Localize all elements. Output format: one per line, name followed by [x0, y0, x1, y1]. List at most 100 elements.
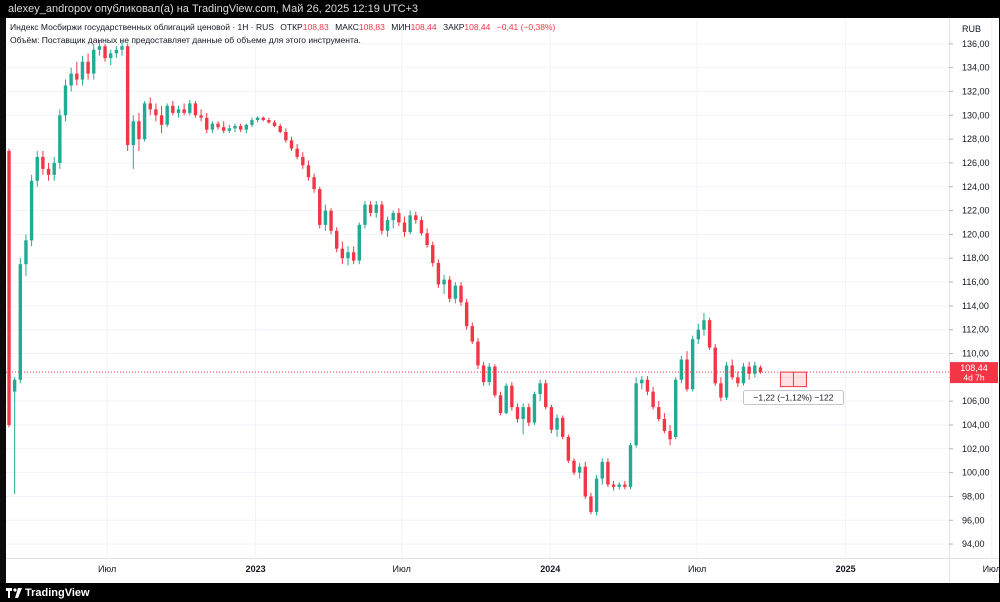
candle	[572, 458, 576, 476]
chart-frame[interactable]: −1,22 (−1,12%) −122 94,00 96,00 98,00 100,0…	[6, 18, 999, 583]
candle-body	[114, 49, 119, 54]
time-axis[interactable]: Июл2023Июл2024Июл2025Июл2026Июл	[6, 558, 999, 575]
candle-body	[442, 279, 446, 285]
candle	[92, 43, 96, 80]
candle	[323, 204, 328, 231]
candle-body	[312, 177, 316, 190]
last-price-label: 108,44	[960, 363, 988, 373]
candle	[719, 377, 723, 402]
candle-body	[306, 165, 311, 178]
candle-body	[137, 121, 141, 140]
candle-body	[41, 156, 45, 169]
candle	[707, 317, 712, 350]
candle	[97, 40, 102, 56]
candle-body	[295, 148, 299, 157]
candle	[80, 55, 85, 86]
candle	[544, 379, 548, 410]
time-tick-label: 2024	[540, 564, 560, 574]
tradingview-logo[interactable]: TradingView	[6, 586, 90, 599]
price-tick-label: 114,00	[962, 301, 989, 311]
candle	[35, 151, 39, 187]
candle-body	[640, 379, 644, 384]
candle	[284, 128, 288, 143]
measure-label-box	[743, 390, 844, 406]
candle-body	[600, 461, 604, 479]
candle-body	[205, 117, 209, 130]
candle-body	[210, 123, 215, 130]
volume-note: Объём: Поставщик данных не предоставляет…	[10, 35, 361, 45]
candle-body	[397, 212, 401, 223]
candle-body	[504, 385, 508, 414]
price-tick-label: 126,00	[962, 158, 990, 168]
candle-body	[216, 123, 220, 128]
candle	[402, 216, 407, 237]
candle	[657, 401, 661, 422]
candle	[538, 379, 542, 402]
price-tick-label: 116,00	[962, 277, 989, 287]
candle	[555, 414, 559, 437]
candle-body	[436, 262, 441, 285]
price-chart[interactable]: −1,22 (−1,12%) −122 94,00 96,00 98,00 100,0…	[6, 18, 999, 583]
candle	[589, 492, 593, 515]
legend-high-value: 108,83	[359, 22, 385, 32]
candle	[431, 241, 435, 267]
candle-body	[713, 347, 717, 384]
candle-body	[459, 285, 463, 303]
candle-body	[510, 385, 514, 408]
candle-body	[120, 46, 124, 50]
candle-body	[238, 126, 243, 130]
candle	[753, 361, 757, 378]
candle-body	[611, 484, 616, 487]
candle	[261, 116, 265, 122]
candle	[114, 46, 119, 59]
price-tick-label: 118,00	[962, 253, 989, 263]
candle-body	[193, 103, 198, 116]
candle	[137, 112, 141, 152]
candle-body	[617, 484, 621, 487]
price-axis[interactable]: 94,00 96,00 98,00 100,00 102,00 104,00 106,00 1…	[949, 18, 998, 583]
candle	[594, 475, 599, 516]
candle	[125, 43, 130, 152]
candle-body	[357, 224, 361, 261]
candle-body	[730, 365, 734, 378]
candle	[623, 480, 627, 490]
candle-body	[103, 46, 107, 59]
candle-body	[176, 109, 181, 113]
candle	[493, 364, 497, 398]
candle	[312, 173, 316, 193]
time-tick-label: Июл	[688, 564, 706, 574]
candle	[222, 121, 226, 134]
candle	[628, 442, 633, 490]
candle-body	[544, 383, 548, 408]
candle	[442, 274, 446, 294]
candle-body	[408, 215, 412, 233]
legend-close-value: 108,44	[464, 22, 490, 32]
price-tick-label: 134,00	[962, 63, 990, 73]
price-tick-label: 122,00	[962, 206, 990, 216]
candle-body	[549, 407, 554, 430]
candle-body	[453, 285, 458, 299]
price-tick-label: 112,00	[962, 325, 989, 335]
price-tick-label: 136,00	[962, 39, 990, 49]
candle	[668, 424, 672, 446]
candle-body	[199, 115, 203, 118]
candle-body	[363, 204, 367, 225]
candle	[159, 105, 164, 134]
candle	[464, 298, 469, 330]
legend: Индекс Мосбиржи государственных облигаци…	[10, 22, 556, 45]
candle-body	[182, 109, 186, 113]
candle	[29, 174, 34, 247]
candle-body	[532, 394, 537, 423]
candle	[515, 403, 520, 423]
grid-lines	[6, 18, 993, 558]
candle-body	[18, 264, 22, 380]
candle	[205, 112, 209, 134]
price-tick-label: 98,00	[962, 491, 985, 501]
overlays: −1,22 (−1,12%) −122	[6, 371, 949, 406]
candles	[7, 40, 763, 516]
candle	[346, 246, 350, 266]
candle	[527, 403, 531, 427]
candle	[52, 156, 56, 181]
candle-body	[419, 220, 424, 234]
legend-title: Индекс Мосбиржи государственных облигаци…	[10, 22, 274, 32]
